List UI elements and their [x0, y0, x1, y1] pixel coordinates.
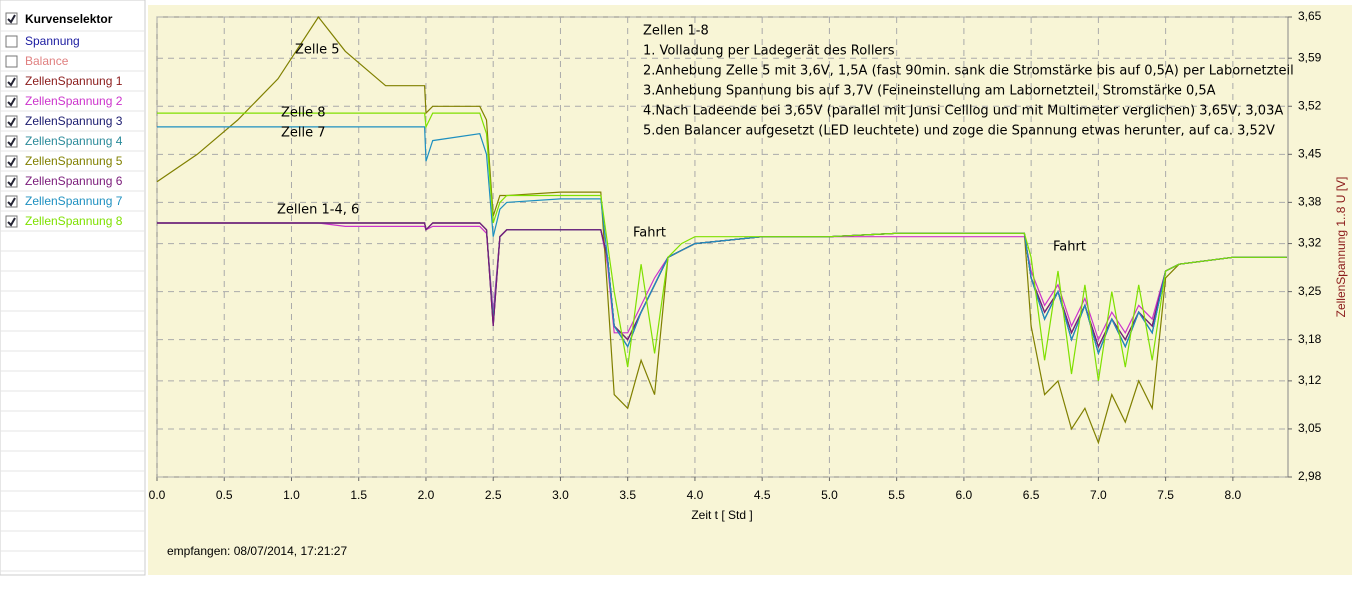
checkbox[interactable] — [5, 55, 18, 68]
checkmark — [7, 117, 16, 127]
checkbox[interactable] — [5, 195, 18, 208]
x-tick-label: 5.0 — [821, 488, 838, 502]
y-tick-label: 3,45 — [1298, 146, 1322, 160]
y-tick-label: 3,25 — [1298, 284, 1322, 298]
checkbox[interactable] — [5, 12, 18, 25]
x-tick-label: 1.5 — [350, 488, 367, 502]
y-tick-label: 3,05 — [1298, 421, 1322, 435]
legend-entry[interactable]: ZellenSpannung 8 — [25, 214, 123, 228]
legend-entry[interactable]: ZellenSpannung 5 — [25, 154, 123, 168]
x-axis-label: Zeit t [ Std ] — [691, 508, 752, 522]
checkmark — [7, 137, 16, 147]
legend-entry[interactable]: Balance — [25, 54, 69, 68]
series-line — [157, 112, 1287, 381]
annotation: Fahrt — [633, 226, 666, 241]
y-tick-label: 2,98 — [1298, 469, 1322, 483]
x-tick-label: 3.5 — [619, 488, 636, 502]
note-line: Zellen 1-8 — [643, 24, 709, 39]
x-tick-label: 7.0 — [1090, 488, 1107, 502]
checkbox[interactable] — [5, 175, 18, 188]
checkbox[interactable] — [5, 135, 18, 148]
checkbox[interactable] — [5, 115, 18, 128]
checkbox[interactable] — [5, 35, 18, 48]
checkbox[interactable] — [5, 95, 18, 108]
note-line: 5.den Balancer aufgesetzt (LED leuchtete… — [643, 124, 1275, 139]
annotation: Zelle 5 — [295, 43, 340, 58]
x-tick-label: 8.0 — [1225, 488, 1242, 502]
checkmark — [7, 157, 16, 167]
checkmark — [7, 14, 16, 24]
legend-entry[interactable]: Spannung — [25, 34, 80, 48]
annotation: Zelle 8 — [281, 106, 326, 121]
x-tick-label: 6.0 — [956, 488, 973, 502]
x-tick-label: 4.0 — [687, 488, 704, 502]
checkmark — [7, 77, 16, 87]
x-tick-label: 7.5 — [1157, 488, 1174, 502]
y-tick-label: 3,12 — [1298, 373, 1322, 387]
annotation: Fahrt — [1053, 240, 1086, 255]
x-tick-label: 3.0 — [552, 488, 569, 502]
x-tick-label: 1.0 — [283, 488, 300, 502]
y-tick-label: 3,59 — [1298, 50, 1322, 64]
checkmark — [7, 97, 16, 107]
y-tick-label: 3,38 — [1298, 195, 1322, 209]
x-tick-label: 0.5 — [216, 488, 233, 502]
x-tick-label: 5.5 — [888, 488, 905, 502]
checkbox[interactable] — [5, 75, 18, 88]
y-tick-label: 3,65 — [1298, 9, 1322, 23]
y-tick-label: 3,52 — [1298, 98, 1322, 112]
x-tick-label: 0.0 — [149, 488, 166, 502]
legend-entry[interactable]: ZellenSpannung 2 — [25, 94, 123, 108]
series-line — [157, 126, 1287, 356]
x-tick-label: 2.0 — [418, 488, 435, 502]
y-axis-label: ZellenSpannung 1..8 U [V] — [1334, 177, 1348, 318]
checkbox[interactable] — [5, 215, 18, 228]
legend-entry[interactable]: ZellenSpannung 6 — [25, 174, 123, 188]
annotation: Zelle 7 — [281, 126, 326, 141]
sidebar — [0, 0, 146, 576]
chart-panel — [148, 5, 1352, 575]
checkmark — [7, 217, 16, 227]
note-line: 4.Nach Ladeende bei 3,65V (parallel mit … — [643, 104, 1283, 119]
y-tick-label: 3,32 — [1298, 236, 1322, 250]
x-tick-label: 4.5 — [754, 488, 771, 502]
y-tick-label: 3,18 — [1298, 332, 1322, 346]
series-line — [156, 15, 1287, 445]
legend-entry[interactable]: ZellenSpannung 7 — [25, 194, 123, 208]
footer: empfangen: 08/07/2014, 17:21:27 — [167, 544, 347, 558]
note-line: 1. Volladung per Ladegerät des Rollers — [643, 44, 895, 59]
checkmark — [7, 197, 16, 207]
legend-entry[interactable]: ZellenSpannung 4 — [25, 134, 123, 148]
note-line: 3.Anhebung Spannung bis auf 3,7V (Feinei… — [643, 84, 1216, 99]
note-line: 2.Anhebung Zelle 5 mit 3,6V, 1,5A (fast … — [643, 64, 1294, 79]
legend-entry[interactable]: ZellenSpannung 1 — [25, 74, 123, 88]
checkbox[interactable] — [5, 155, 18, 168]
legend-entry[interactable]: ZellenSpannung 3 — [25, 114, 123, 128]
annotation: Zellen 1-4, 6 — [277, 203, 359, 218]
x-tick-label: 2.5 — [485, 488, 502, 502]
sidebar-title: Kurvenselektor — [25, 12, 113, 26]
checkmark — [7, 177, 16, 187]
x-tick-label: 6.5 — [1023, 488, 1040, 502]
